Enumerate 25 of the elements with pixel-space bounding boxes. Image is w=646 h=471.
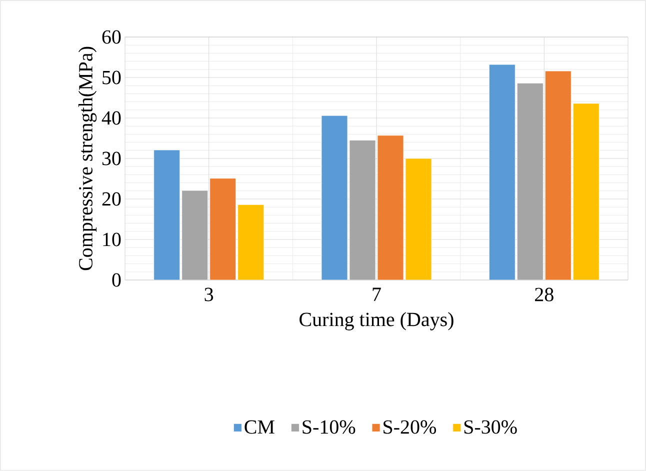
bar	[405, 158, 432, 280]
legend-label: S-30%	[464, 420, 517, 434]
legend-label: CM	[244, 420, 274, 434]
bar	[182, 190, 208, 280]
y-axis-title: Compressive strength(MPa)	[78, 46, 97, 270]
x-tick-label: 3	[204, 288, 214, 302]
legend-label: S-20%	[384, 420, 436, 434]
bar	[516, 82, 544, 280]
y-tick-label: 50	[102, 70, 121, 84]
bar	[349, 140, 376, 280]
y-tick-label: 10	[103, 232, 121, 246]
y-tick-label: 40	[102, 111, 121, 125]
bar	[572, 103, 600, 280]
legend-label: S-10%	[302, 420, 356, 434]
x-tick-label: 28	[535, 288, 554, 302]
bar	[544, 70, 572, 280]
x-tick-label: 7	[372, 288, 381, 301]
y-tick-label: 20	[102, 192, 121, 206]
y-tick-label: 30	[102, 152, 121, 166]
bar	[210, 178, 236, 280]
y-tick-label: 0	[112, 273, 121, 287]
bar	[377, 135, 404, 280]
bar	[238, 204, 264, 280]
x-axis-title: Curing time (Days)	[300, 312, 454, 330]
y-tick-label: 60	[102, 30, 121, 44]
